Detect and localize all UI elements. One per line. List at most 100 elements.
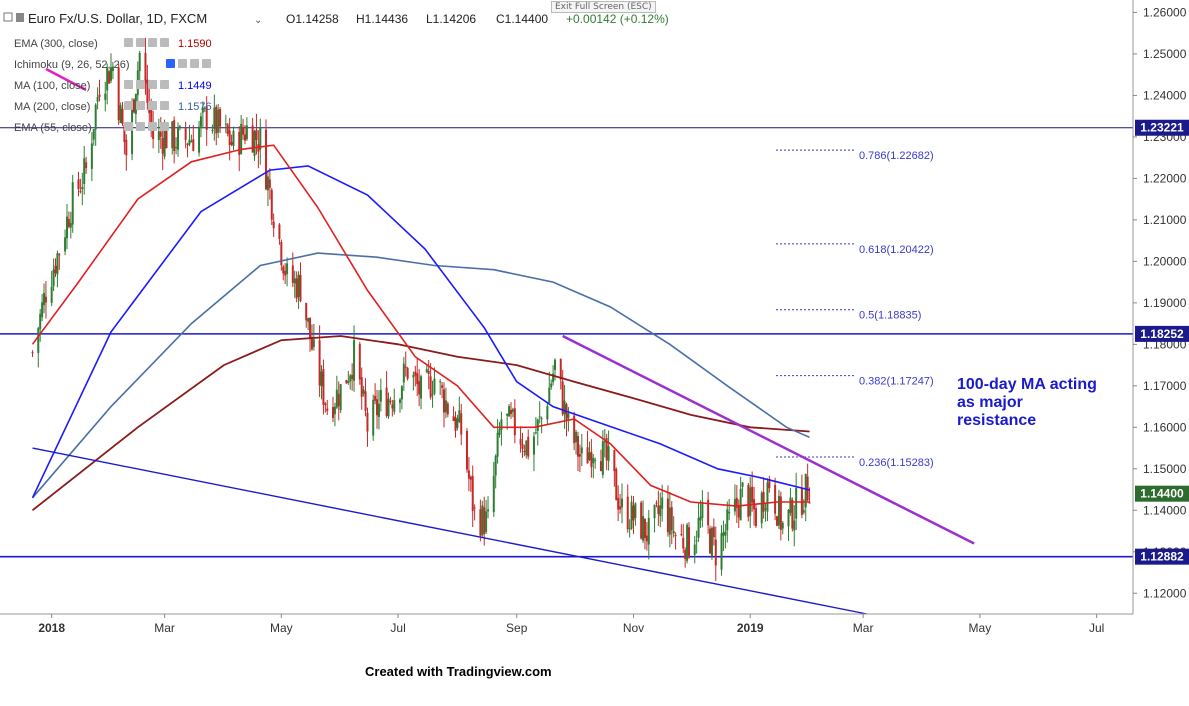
time-tick-label: Nov: [623, 621, 644, 635]
candle-body: [144, 52, 147, 84]
candle-body: [473, 507, 476, 509]
candle-body: [632, 505, 635, 521]
candle-body: [586, 447, 589, 464]
candle-body: [707, 499, 710, 526]
candle-body: [37, 328, 40, 353]
candle-body: [666, 498, 669, 533]
price-tick-label: 1.19000: [1143, 296, 1187, 310]
candle-body: [150, 109, 153, 124]
candle-body: [808, 502, 811, 504]
candle-body: [412, 374, 415, 378]
candle-body: [487, 509, 490, 512]
plus-icon: [190, 59, 199, 68]
candle-body: [762, 491, 765, 512]
candle-body: [601, 441, 604, 475]
legend-indicator-value: 1.1449: [178, 80, 212, 92]
candle-body: [324, 403, 327, 406]
candle-body: [458, 410, 461, 422]
candle-body: [339, 384, 342, 411]
candle-body: [791, 500, 794, 529]
candle-body: [90, 143, 93, 169]
time-tick-label: 2019: [737, 621, 764, 635]
candle-body: [108, 71, 111, 84]
candle-body: [643, 518, 646, 539]
candle-body: [161, 137, 164, 154]
time-axis[interactable]: 2018 Mar May Jul Sep Nov 2019 Mar May Jul: [0, 613, 1133, 635]
candle-body: [349, 375, 352, 382]
candle-body: [739, 488, 742, 521]
trendlines: [32, 67, 975, 615]
indicator-lines: [31, 144, 810, 512]
gear-icon: [136, 122, 145, 131]
level-price-label: 1.18252: [1140, 327, 1184, 341]
legend-indicator-label: EMA (300, close): [14, 38, 98, 50]
candle-body: [552, 373, 555, 383]
candle-body: [714, 539, 717, 566]
candle-body: [498, 429, 501, 435]
candle-body: [152, 126, 155, 140]
descending-resistance-trendline: [562, 334, 975, 545]
price-tick-label: 1.20000: [1143, 254, 1187, 268]
candle-body: [268, 179, 271, 188]
candle-body: [402, 363, 405, 383]
fibonacci-levels: 0.786(1.22682) 0.618(1.20422) 0.5(1.18835)…: [776, 149, 934, 469]
candle-body: [578, 454, 581, 457]
candle-body: [444, 400, 447, 413]
candle-body: [613, 450, 616, 472]
candle-body: [481, 505, 484, 536]
price-axis[interactable]: 1.120001.130001.140001.150001.160001.170…: [1132, 0, 1189, 614]
candle-body: [31, 352, 34, 354]
plus-icon: [148, 101, 157, 110]
candle-body: [508, 406, 511, 417]
legend-open: O1.14258: [286, 12, 339, 26]
candle-body: [425, 369, 428, 373]
price-tick-label: 1.15000: [1143, 462, 1187, 476]
eye-icon: [166, 59, 175, 68]
candle-body: [701, 501, 704, 518]
candle-body: [416, 373, 419, 385]
candle-body: [255, 129, 258, 141]
candle-body: [104, 93, 107, 100]
candle-body: [580, 447, 583, 454]
candle-body: [192, 139, 195, 151]
candle-body: [106, 67, 109, 91]
legend-close: C1.14400: [496, 12, 548, 26]
candle-body: [307, 318, 310, 322]
candle-body: [358, 344, 361, 380]
candle-body: [44, 296, 47, 303]
time-tick-label: 2018: [38, 621, 65, 635]
candle-body: [588, 452, 591, 460]
candle-body: [573, 415, 576, 444]
candle-body: [43, 292, 46, 306]
legend-indicator-label: MA (100, close): [14, 80, 90, 92]
candle-body: [111, 66, 114, 72]
candle-body: [467, 470, 470, 479]
annotation-line-3: resistance: [957, 412, 1036, 429]
candle-body: [404, 366, 407, 368]
price-tick-label: 1.17000: [1143, 379, 1187, 393]
candle-body: [146, 79, 149, 103]
price-tick-label: 1.14000: [1143, 503, 1187, 517]
candle-body: [69, 223, 72, 228]
candle-body: [299, 275, 302, 302]
candle-body: [443, 389, 446, 413]
candle-body: [500, 419, 503, 431]
candle-body: [559, 358, 562, 380]
candle-body: [85, 162, 88, 169]
exit-fullscreen-button[interactable]: Exit Full Screen (ESC): [551, 1, 656, 13]
plus-icon: [148, 80, 157, 89]
candle-body: [640, 502, 643, 539]
candle-body: [286, 263, 289, 275]
candle-body: [645, 535, 648, 542]
candle-body: [253, 131, 256, 156]
candle-body: [741, 482, 744, 487]
candle-body: [709, 528, 712, 554]
fib-level-label: 0.382(1.17247): [859, 376, 934, 388]
fib-level-label: 0.618(1.20422): [859, 244, 934, 256]
candle-body: [52, 269, 55, 287]
candle-body: [188, 139, 191, 145]
candle-body: [699, 516, 702, 521]
candle-body: [554, 359, 557, 371]
candle-body: [318, 340, 321, 386]
